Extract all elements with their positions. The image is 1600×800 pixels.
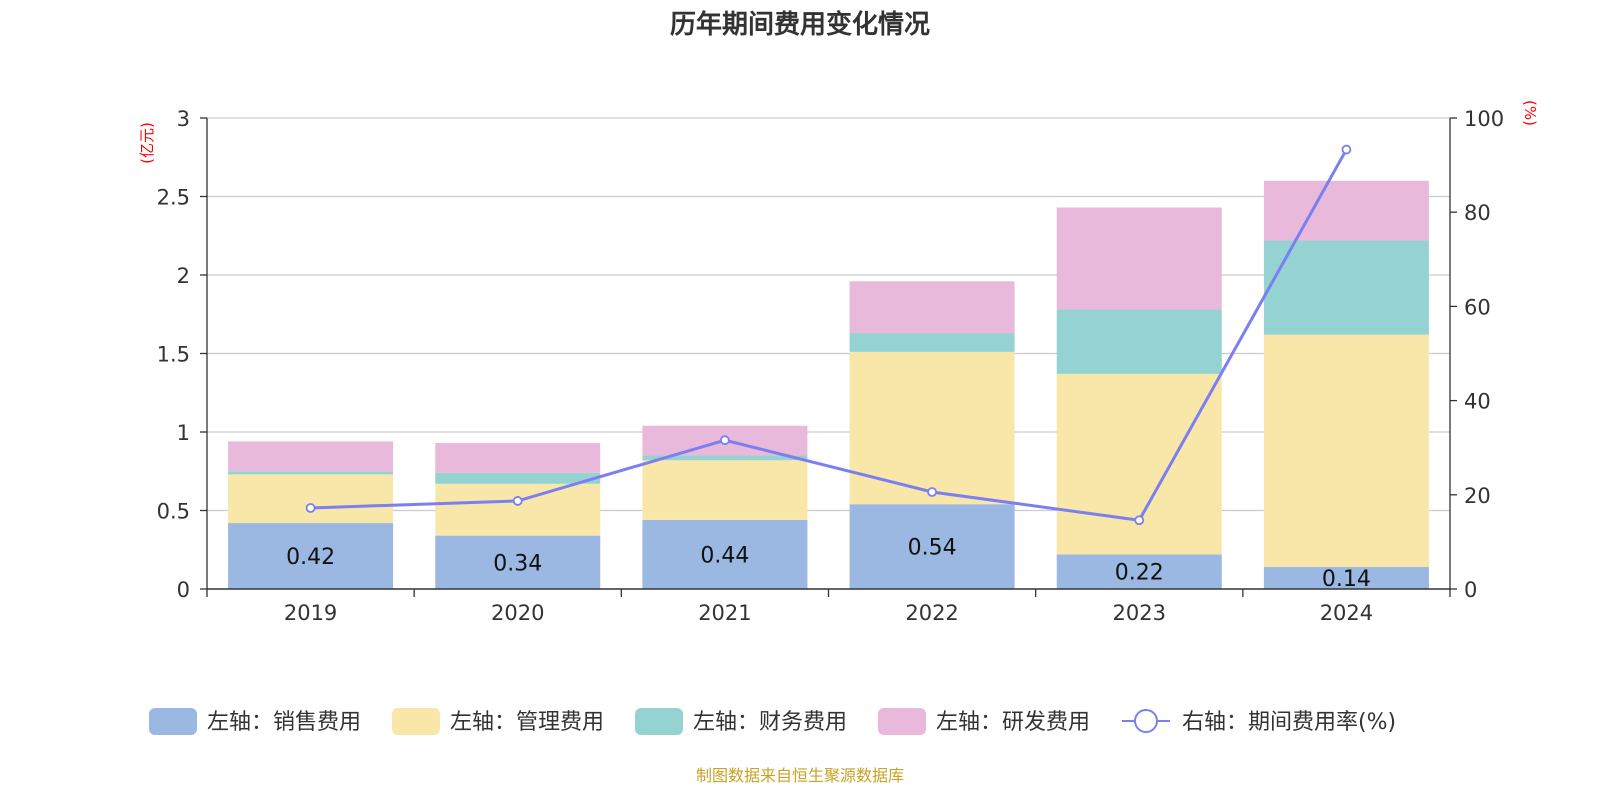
x-tick-label: 2023	[1113, 601, 1166, 625]
bar-segment	[1263, 240, 1429, 335]
axes: 0 0.5 1 1.5 2 2.5 3 0 20 40 60 80 100 2019 2020 2021 202…	[138, 100, 1539, 625]
rate-point	[305, 503, 316, 513]
bar-segment	[228, 474, 394, 524]
bar-value-label: 0.22	[1115, 561, 1164, 586]
legend-item[interactable]: 左轴：财务费用	[635, 708, 847, 735]
rate-point	[720, 435, 730, 446]
legend-label: 左轴：销售费用	[207, 710, 361, 735]
bar-segment	[849, 333, 1015, 352]
bar-segment	[435, 442, 601, 473]
bar-segment	[1263, 180, 1429, 241]
rate-point	[1134, 515, 1145, 526]
legend-item[interactable]: 右轴：期间费用率(%)	[1122, 709, 1396, 735]
bars	[228, 180, 1429, 589]
legend-swatch	[878, 708, 926, 735]
data-labels: 0.42 0.34 0.44 0.54 0.22 0.14	[286, 536, 1371, 592]
right-tick-label: 20	[1464, 484, 1491, 508]
left-tick-label: 2.5	[157, 186, 190, 210]
bar-value-label: 0.42	[286, 545, 335, 570]
right-tick-label: 40	[1464, 390, 1491, 414]
x-tick-label: 2021	[698, 601, 751, 625]
rate-point	[1341, 144, 1352, 155]
legend-swatch	[635, 708, 683, 735]
legend-swatch	[392, 708, 440, 735]
right-tick-label: 60	[1464, 295, 1491, 319]
right-axis-unit: (%)	[1521, 100, 1539, 126]
rate-line-path	[310, 148, 1348, 522]
left-tick-label: 0.5	[157, 500, 190, 524]
rate-point	[927, 487, 937, 497]
bar-segment	[1056, 207, 1222, 310]
bar-segment	[642, 460, 808, 520]
bar-segment	[435, 483, 601, 536]
legend-swatch	[149, 708, 197, 735]
left-tick-label: 1	[177, 421, 190, 445]
x-tick-label: 2022	[905, 601, 958, 625]
left-tick-label: 2	[177, 264, 190, 288]
left-tick-label: 3	[177, 107, 190, 131]
bar-segment	[228, 523, 394, 589]
bar-segment	[1056, 309, 1222, 374]
left-axis-unit: (亿元)	[138, 122, 156, 164]
chart-title: 历年期间费用变化情况	[670, 9, 930, 40]
bar-segment	[1263, 334, 1429, 568]
bar-segment	[642, 455, 808, 461]
bar-segment	[228, 471, 394, 475]
x-tick-label: 2020	[491, 601, 544, 625]
legend-label: 右轴：期间费用率(%)	[1182, 710, 1396, 735]
bar-segment	[849, 281, 1015, 334]
bar-segment	[228, 441, 394, 472]
x-tick-label: 2024	[1320, 601, 1373, 625]
grid-lines	[207, 117, 1450, 512]
bar-segment	[849, 351, 1015, 505]
legend-item[interactable]: 左轴：管理费用	[392, 708, 604, 735]
bar-segment	[435, 535, 601, 589]
bar-segment	[435, 472, 601, 484]
bar-segment	[1263, 567, 1429, 589]
right-tick-label: 0	[1464, 578, 1477, 602]
legend-label: 左轴：研发费用	[936, 710, 1090, 735]
legend-label: 左轴：管理费用	[450, 710, 604, 735]
right-tick-label: 100	[1464, 107, 1504, 131]
legend-item[interactable]: 左轴：销售费用	[149, 708, 361, 735]
bar-segment	[1056, 554, 1222, 589]
left-tick-label: 0	[177, 578, 190, 602]
left-tick-label: 1.5	[157, 343, 190, 367]
bar-value-label: 0.34	[493, 551, 542, 576]
rate-line	[305, 144, 1352, 526]
legend-item[interactable]: 左轴：研发费用	[878, 708, 1090, 735]
right-tick-label: 80	[1464, 201, 1491, 225]
legend[interactable]: 左轴：销售费用 左轴：管理费用 左轴：财务费用 左轴：研发费用 右轴：期间费用率(%)	[149, 708, 1396, 735]
bar-value-label: 0.14	[1322, 567, 1371, 592]
bar-segment	[642, 519, 808, 589]
bar-segment	[1056, 373, 1222, 555]
bar-value-label: 0.54	[908, 536, 957, 561]
legend-label: 左轴：财务费用	[693, 710, 847, 735]
x-tick-label: 2019	[284, 601, 337, 625]
rate-point	[512, 496, 523, 506]
data-source: 制图数据来自恒生聚源数据库	[696, 766, 904, 785]
legend-circle-icon	[1134, 709, 1158, 733]
bar-value-label: 0.44	[700, 543, 749, 568]
bar-segment	[849, 504, 1015, 589]
